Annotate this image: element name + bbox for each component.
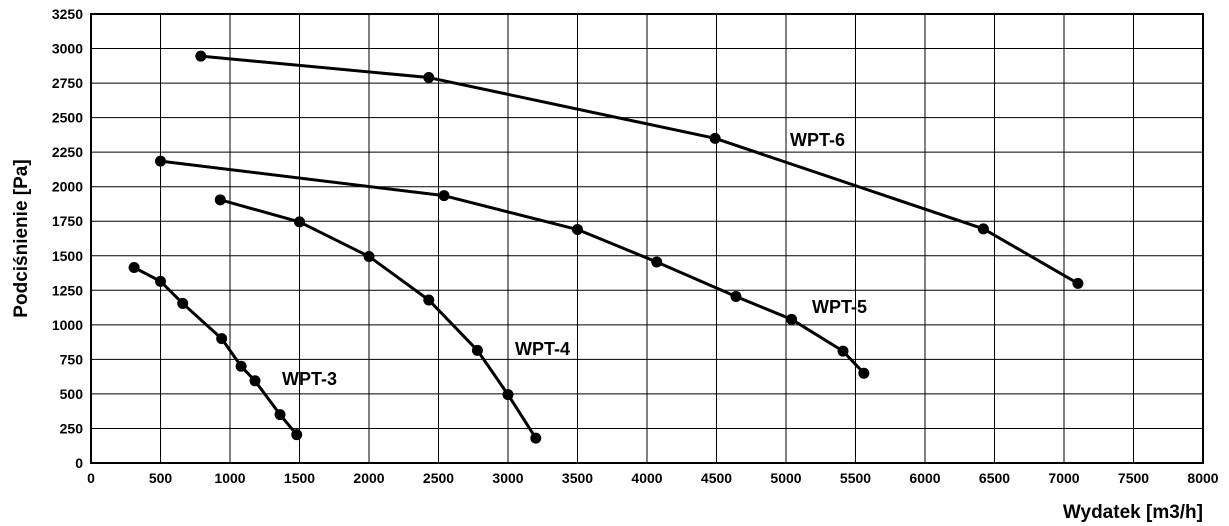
y-tick-label: 1250: [52, 282, 83, 298]
y-tick-label: 2000: [52, 179, 83, 195]
x-tick-label: 2500: [423, 470, 454, 486]
data-point: [471, 344, 483, 356]
series-label-wpt-6: WPT-6: [790, 130, 845, 150]
y-tick-labels: 0 250 500 750 1000 1250 1500 1750 2000 2250 2500 27…: [52, 6, 83, 471]
y-tick-label: 250: [60, 420, 84, 436]
data-point: [1072, 277, 1084, 289]
series-label-wpt-4: WPT-4: [515, 339, 570, 359]
y-tick-label: 3000: [52, 41, 83, 57]
data-point: [977, 223, 989, 235]
data-point: [214, 194, 226, 206]
data-point: [730, 291, 742, 303]
data-point: [837, 345, 849, 357]
data-point: [177, 297, 189, 309]
x-tick-label: 2000: [353, 470, 384, 486]
data-point: [423, 72, 435, 84]
data-point: [423, 294, 435, 306]
data-point: [438, 190, 450, 202]
y-tick-label: 1500: [52, 248, 83, 264]
data-point: [274, 409, 286, 421]
x-tick-label: 1500: [284, 470, 315, 486]
y-tick-label: 2250: [52, 144, 83, 160]
x-tick-label: 8000: [1187, 470, 1218, 486]
y-tick-label: 2500: [52, 110, 83, 126]
x-tick-label: 1000: [214, 470, 245, 486]
data-point: [291, 429, 303, 441]
series-line-wpt-5: [160, 159, 865, 375]
series-wpt-3: [128, 262, 303, 441]
series-wpt-6: [195, 50, 1084, 289]
x-tick-label: 5000: [770, 470, 801, 486]
x-tick-label: 4000: [631, 470, 662, 486]
series-label-wpt-5: WPT-5: [812, 297, 867, 317]
y-tick-label: 500: [60, 386, 84, 402]
series-label-wpt-3: WPT-3: [282, 369, 337, 389]
x-tick-label: 5500: [840, 470, 871, 486]
data-point: [195, 50, 207, 62]
plot-frame: [90, 13, 1204, 464]
x-tick-label: 0: [87, 470, 95, 486]
data-point: [651, 256, 663, 268]
data-point: [858, 367, 870, 379]
x-tick-label: 6000: [909, 470, 940, 486]
data-point: [294, 216, 305, 228]
data-point: [786, 313, 798, 325]
grid: [90, 13, 1204, 464]
y-tick-label: 0: [75, 455, 83, 471]
series-wpt-5: [155, 155, 870, 379]
y-tick-label: 750: [60, 351, 84, 367]
x-tick-label: 3000: [492, 470, 523, 486]
y-tick-label: 3250: [52, 6, 83, 22]
data-point: [363, 250, 375, 262]
x-tick-label: 7500: [1118, 470, 1149, 486]
series-lines: [128, 50, 1084, 444]
y-tick-label: 1750: [52, 213, 83, 229]
series-line-wpt-3: [133, 266, 298, 436]
x-axis-label: Wydatek [m3/h]: [1063, 502, 1203, 523]
series-line-wpt-6: [200, 54, 1079, 285]
y-tick-label: 1000: [52, 317, 83, 333]
data-point: [155, 155, 166, 167]
series-labels: WPT-3 WPT-4 WPT-5 WPT-6: [282, 130, 867, 389]
x-tick-label: 7000: [1048, 470, 1079, 486]
series-line-wpt-4: [219, 198, 538, 439]
data-point: [128, 262, 140, 274]
data-point: [709, 132, 721, 144]
x-tick-label: 500: [149, 470, 173, 486]
series-wpt-4: [214, 194, 542, 444]
x-tick-label: 3500: [562, 470, 593, 486]
x-tick-label: 4500: [701, 470, 732, 486]
data-point: [530, 432, 542, 444]
data-point: [235, 360, 247, 372]
data-point: [249, 375, 261, 387]
data-point: [216, 333, 228, 345]
x-tick-labels: 0 500 1000 1500 2000 2500 3000 3500 4000 4500 5000…: [87, 470, 1219, 486]
y-tick-label: 2750: [52, 75, 83, 91]
y-axis-label: Podciśnienie [Pa]: [11, 159, 32, 317]
x-tick-label: 6500: [979, 470, 1010, 486]
data-point: [155, 275, 166, 287]
data-point: [502, 389, 514, 401]
data-point: [572, 224, 583, 236]
